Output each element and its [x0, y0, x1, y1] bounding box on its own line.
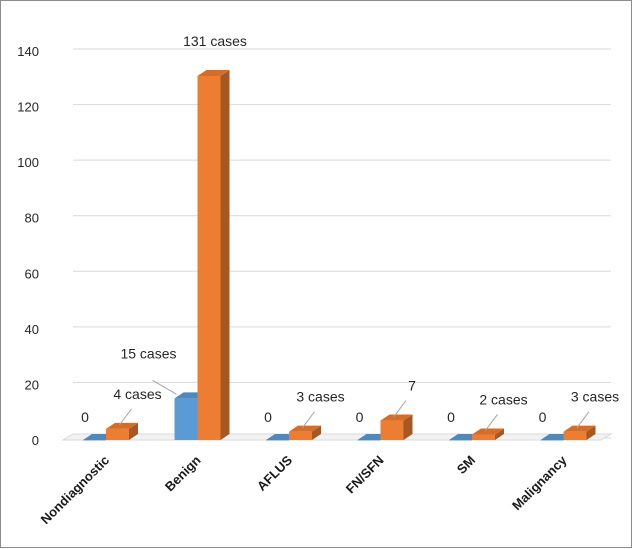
bar-side — [220, 70, 230, 440]
data-label: 0 — [447, 409, 455, 425]
bar-top — [197, 70, 230, 77]
category-label: AFLUS — [254, 452, 295, 493]
bar-front — [174, 398, 198, 440]
category-label: FN/SFN — [343, 453, 387, 497]
bar-side — [495, 428, 504, 440]
data-label: 0 — [264, 409, 272, 425]
bar-front — [357, 440, 381, 441]
data-label: 0 — [356, 409, 364, 425]
leader-line — [119, 408, 132, 426]
bar-front — [197, 76, 221, 440]
bar-side — [129, 422, 138, 440]
bar-side — [403, 414, 413, 440]
bar-top — [106, 422, 138, 429]
chart-floor — [61, 433, 613, 441]
data-label: 3 cases — [571, 389, 619, 405]
bar-front — [83, 440, 106, 441]
bar-top — [472, 428, 504, 435]
y-tick-label: 20 — [25, 377, 39, 392]
x-axis-categories: Nondiagnostic Benign AFLUS FN/SFN SM Malignan… — [38, 452, 570, 527]
y-tick-label: 100 — [17, 155, 39, 170]
data-label: 3 cases — [296, 389, 344, 405]
y-axis-ticks: 0 20 40 60 80 100 120 140 — [17, 44, 39, 448]
category-label: Malignancy — [509, 452, 570, 513]
bar-side — [586, 425, 596, 440]
category-label: Nondiagnostic — [38, 453, 112, 527]
bar — [289, 425, 321, 440]
y-tick-label: 60 — [25, 266, 39, 281]
bar — [563, 425, 596, 440]
bar-front — [472, 434, 495, 440]
leader-line — [485, 414, 498, 431]
bar — [380, 414, 413, 440]
bar-front — [106, 428, 129, 440]
y-tick-label: 40 — [25, 322, 39, 337]
data-label: 0 — [81, 409, 89, 425]
bar-top — [289, 425, 321, 432]
bar-top — [380, 414, 413, 421]
y-tick-label: 140 — [17, 44, 39, 59]
category-label: Benign — [162, 452, 204, 494]
category-label: SM — [454, 453, 478, 477]
data-labels: 0 4 cases 15 cases 131 cases 0 3 cases 0 7 0 2 ca… — [81, 33, 619, 425]
leader-line — [302, 411, 315, 428]
data-label: 4 cases — [113, 386, 161, 402]
data-label: 7 — [408, 378, 416, 394]
y-tick-label: 120 — [17, 100, 39, 115]
bar — [106, 422, 138, 440]
data-label: 2 cases — [479, 391, 527, 407]
bar-side — [312, 425, 321, 440]
bar-front — [380, 420, 404, 440]
bar — [472, 428, 504, 440]
bar-front — [266, 440, 289, 441]
bar-top — [563, 425, 596, 432]
leader-lines — [119, 379, 590, 431]
bar-front — [449, 440, 472, 441]
floor-plane — [61, 433, 613, 441]
bar-front — [540, 440, 564, 441]
bar-front — [289, 431, 312, 440]
leader-line — [152, 379, 177, 395]
leader-line — [393, 400, 407, 417]
bar — [197, 70, 230, 440]
y-tick-label: 80 — [25, 211, 39, 226]
bar-front — [563, 431, 587, 440]
data-label: 15 cases — [120, 345, 176, 361]
data-label: 0 — [539, 409, 547, 425]
bars — [83, 70, 596, 441]
y-tick-label: 0 — [32, 433, 39, 448]
gridlines — [73, 48, 611, 439]
data-label: 131 cases — [183, 33, 247, 49]
leader-line — [576, 411, 590, 428]
